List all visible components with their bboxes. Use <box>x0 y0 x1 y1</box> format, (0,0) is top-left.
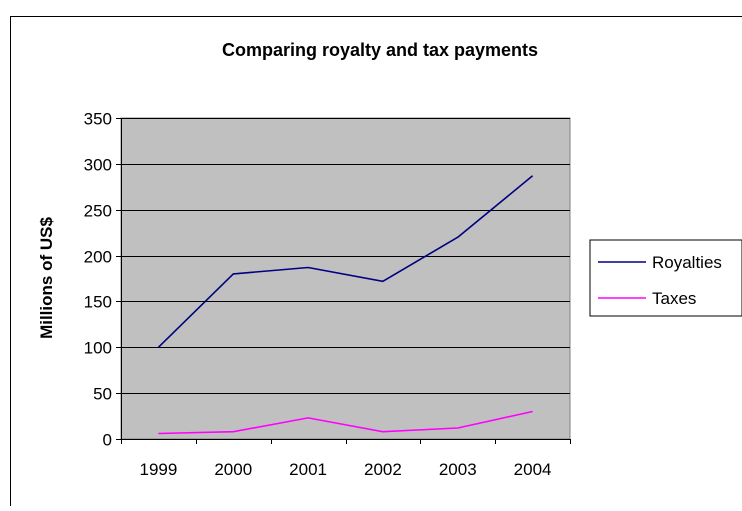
gridlines <box>121 118 570 394</box>
x-tick-label: 2002 <box>364 460 402 479</box>
chart-title: Comparing royalty and tax payments <box>222 40 538 60</box>
series-line-taxes <box>158 410 533 435</box>
legend-label-taxes: Taxes <box>652 289 696 308</box>
axes <box>116 118 571 444</box>
legend-box <box>589 239 742 317</box>
series-lines <box>157 175 534 435</box>
plot-area <box>120 117 571 440</box>
x-tick-label: 1999 <box>140 460 178 479</box>
y-tick-label: 350 <box>84 110 112 129</box>
y-tick-label: 100 <box>84 339 112 358</box>
y-tick-label: 0 <box>103 431 112 450</box>
legend-label-royalties: Royalties <box>652 253 722 272</box>
legend: Royalties Taxes <box>589 239 742 317</box>
x-tick-label: 2001 <box>289 460 327 479</box>
x-tick-label: 2003 <box>439 460 477 479</box>
y-tick-labels: 0 50 100 150 200 250 300 350 <box>84 110 112 450</box>
x-tick-label: 2000 <box>214 460 252 479</box>
y-tick-label: 250 <box>84 202 112 221</box>
y-tick-label: 200 <box>84 248 112 267</box>
y-axis-label: Millions of US$ <box>37 217 56 339</box>
series-line-royalties <box>157 175 534 348</box>
y-tick-label: 50 <box>93 385 112 404</box>
y-tick-label: 300 <box>84 156 112 175</box>
x-tick-labels: 1999 2000 2001 2002 2003 2004 <box>140 460 552 479</box>
y-tick-label: 150 <box>84 293 112 312</box>
x-tick-label: 2004 <box>514 460 552 479</box>
